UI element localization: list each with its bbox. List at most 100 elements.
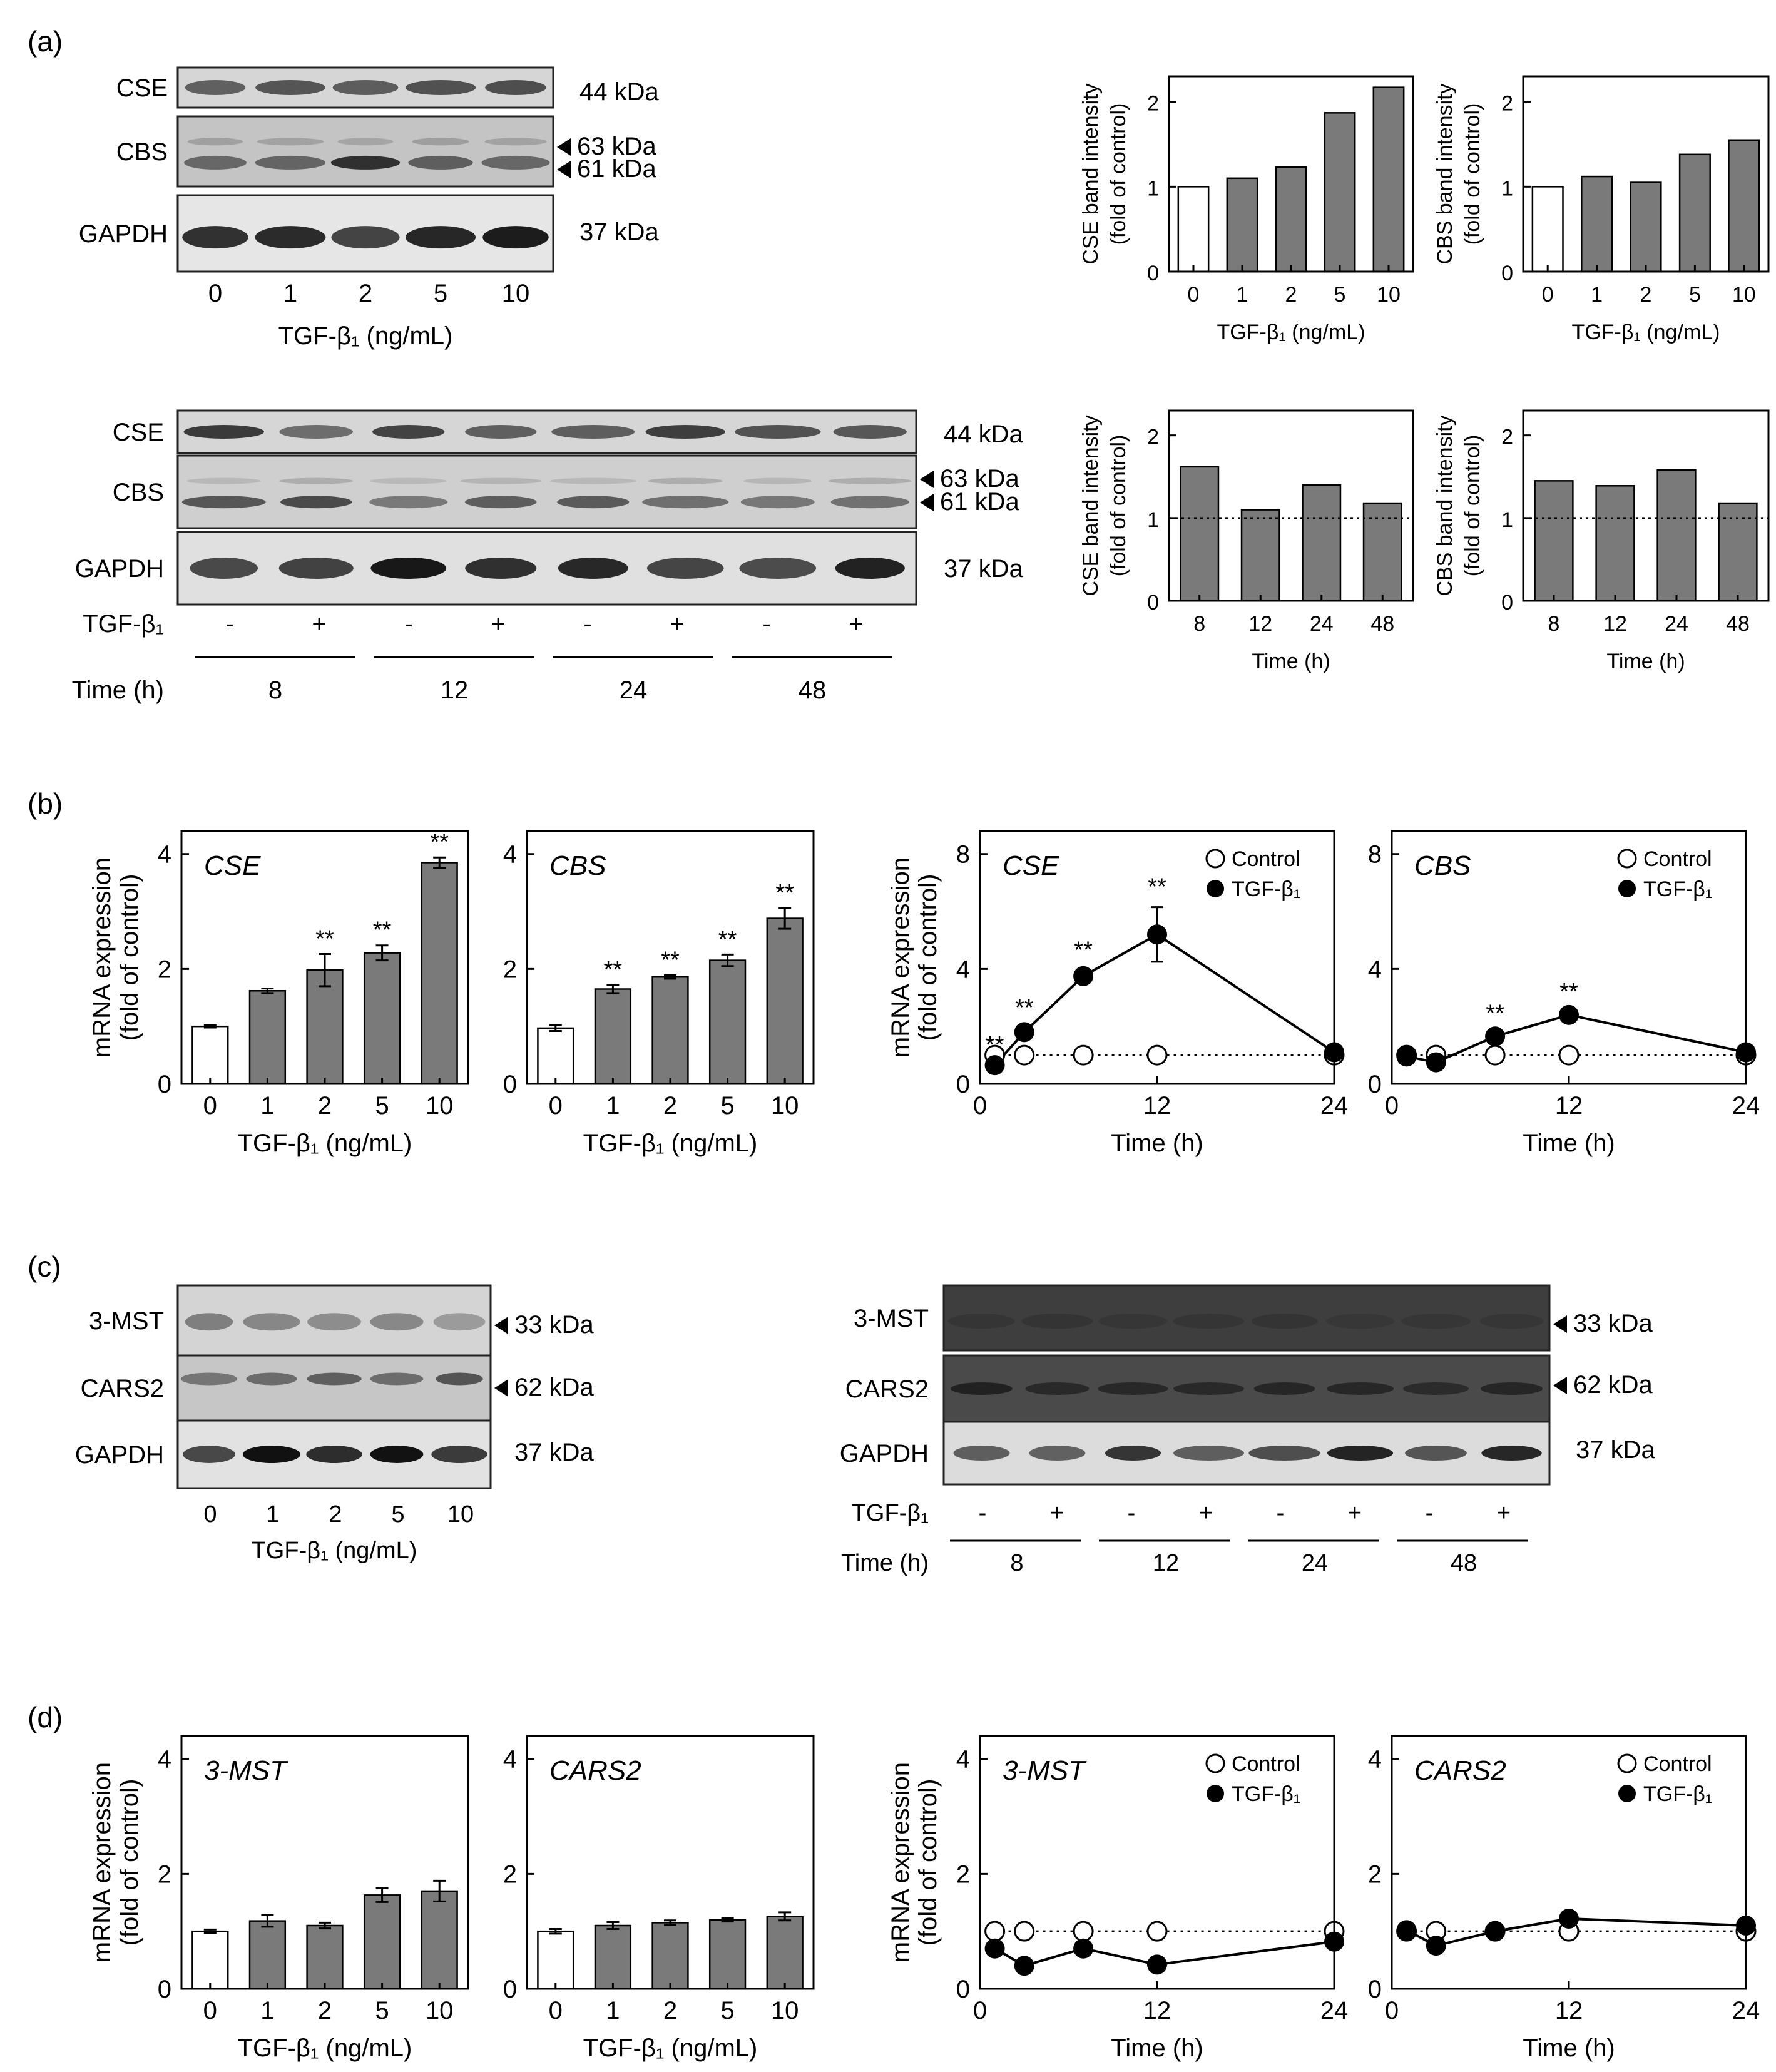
treatment-sign: + [1199,1500,1213,1526]
tgf-point [1073,966,1094,986]
x-tick-label: 5 [1334,283,1346,307]
treatment-sign: + [312,610,326,638]
molecular-weight-label: 33 kDa [514,1311,594,1339]
significance-mark: ** [373,917,392,944]
x-tick-label: 0 [203,1092,217,1120]
legend-control-label: Control [1232,1752,1300,1776]
protein-band [1098,1382,1168,1395]
legend-tgf-marker [1618,880,1636,897]
protein-band [549,477,637,484]
significance-mark: ** [986,1032,1004,1058]
y-tick-label: 1 [1501,508,1513,532]
x-axis-title: TGF-β₁ (ng/mL) [583,1130,758,1157]
bar [1718,502,1758,602]
plot-frame [979,830,1335,1085]
bar [1177,186,1210,273]
protein-band [186,477,262,484]
y-tick-label: 4 [1368,1746,1382,1773]
blot-row-label: 3-MST [854,1305,929,1332]
series-line-tgf [994,932,1335,1066]
protein-band [485,80,546,95]
x-axis-title: TGF-β₁ (ng/mL) [1217,320,1365,344]
treatment-sign: - [1277,1500,1285,1526]
protein-band [833,425,907,439]
blot-c-time: 3-MST CARS2 GAPDH 33 kDa 62 kDa 37 kDa [840,1284,1655,1486]
legend-control-marker [1617,1753,1637,1773]
protein-band [255,80,325,95]
tgf-point [1396,1046,1417,1067]
protein-band [642,496,729,509]
protein-band [734,425,821,439]
control-point [1146,1044,1168,1066]
plot-frame [1168,75,1414,273]
significance-mark: ** [1148,874,1166,901]
molecular-weight-label: 33 kDa [1573,1310,1653,1337]
y-tick-label: 8 [1368,841,1382,869]
x-tick-label: 2 [663,1092,677,1120]
x-tick-label: 2 [663,1997,677,2024]
x-tick-label: 1 [606,1092,620,1120]
x-tick-label: 24 [1320,1997,1349,2024]
x-tick-label: 0 [973,1997,987,2024]
protein-band [465,496,537,509]
x-tick-label: 48 [1370,612,1394,636]
y-tick-label: 4 [503,1746,517,1773]
time-group-label: 8 [268,676,282,704]
protein-band [330,155,401,170]
legend-tgf-label: TGF-β₁ [1232,1782,1300,1806]
x-tick-label: 1 [1237,283,1248,307]
bar [708,1919,747,1990]
blot-row-label: CSE [116,74,168,102]
protein-band [279,425,354,439]
significance-mark: ** [430,829,449,855]
protein-band [255,155,326,170]
molecular-weight-label: 61 kDa [577,155,656,183]
treatment-sign: + [1348,1500,1362,1526]
tgf-point [1014,1022,1034,1043]
protein-band [828,477,912,484]
protein-band [953,1446,1010,1461]
protein-band [465,558,537,579]
x-tick-label: 10 [1377,283,1401,307]
time-group-label: 8 [1010,1550,1023,1576]
x-tick-label: 48 [1726,612,1750,636]
tgf-point [984,1938,1005,1959]
y-tick-label: 2 [1501,426,1513,449]
y-axis-title: mRNA expression [88,1762,116,1962]
protein-band [190,558,258,579]
tgf-point [1073,1938,1094,1959]
chart-title: CBS [549,850,606,881]
marker-arrow-icon [920,471,934,488]
blot-row-label: TGF-β₁ [852,1500,929,1526]
bar [537,1027,574,1085]
bar [1372,86,1405,273]
y-tick-label: 2 [1368,1860,1382,1888]
x-tick-label: 5 [375,1092,389,1120]
protein-band [1253,1382,1315,1395]
dose-tick: 10 [502,280,530,307]
x-tick-label: 1 [606,1997,620,2024]
y-axis-title: CBS band intensity [1433,415,1457,596]
control-point [1558,1044,1580,1066]
blot-strip [176,115,554,188]
protein-band [948,1314,1015,1329]
protein-band [645,425,726,439]
protein-band [740,496,815,509]
y-tick-label: 0 [956,1976,970,2003]
x-tick-label: 2 [1640,283,1652,307]
blot-row-label: CSE [113,419,164,446]
protein-band [648,477,723,484]
y-tick-label: 2 [1147,92,1159,116]
bar [1534,480,1574,602]
y-axis-title: (fold of control) [914,874,942,1041]
significance-mark: ** [661,947,680,973]
protein-band [1173,1314,1245,1329]
x-tick-label: 24 [1320,1092,1349,1120]
x-axis-title: Time (h) [1523,2034,1615,2062]
tgf-point [1559,1004,1579,1025]
y-tick-label: 0 [1368,1071,1382,1098]
time-group-label: 24 [1302,1550,1328,1576]
protein-band [412,138,469,146]
bar [191,1930,229,1990]
